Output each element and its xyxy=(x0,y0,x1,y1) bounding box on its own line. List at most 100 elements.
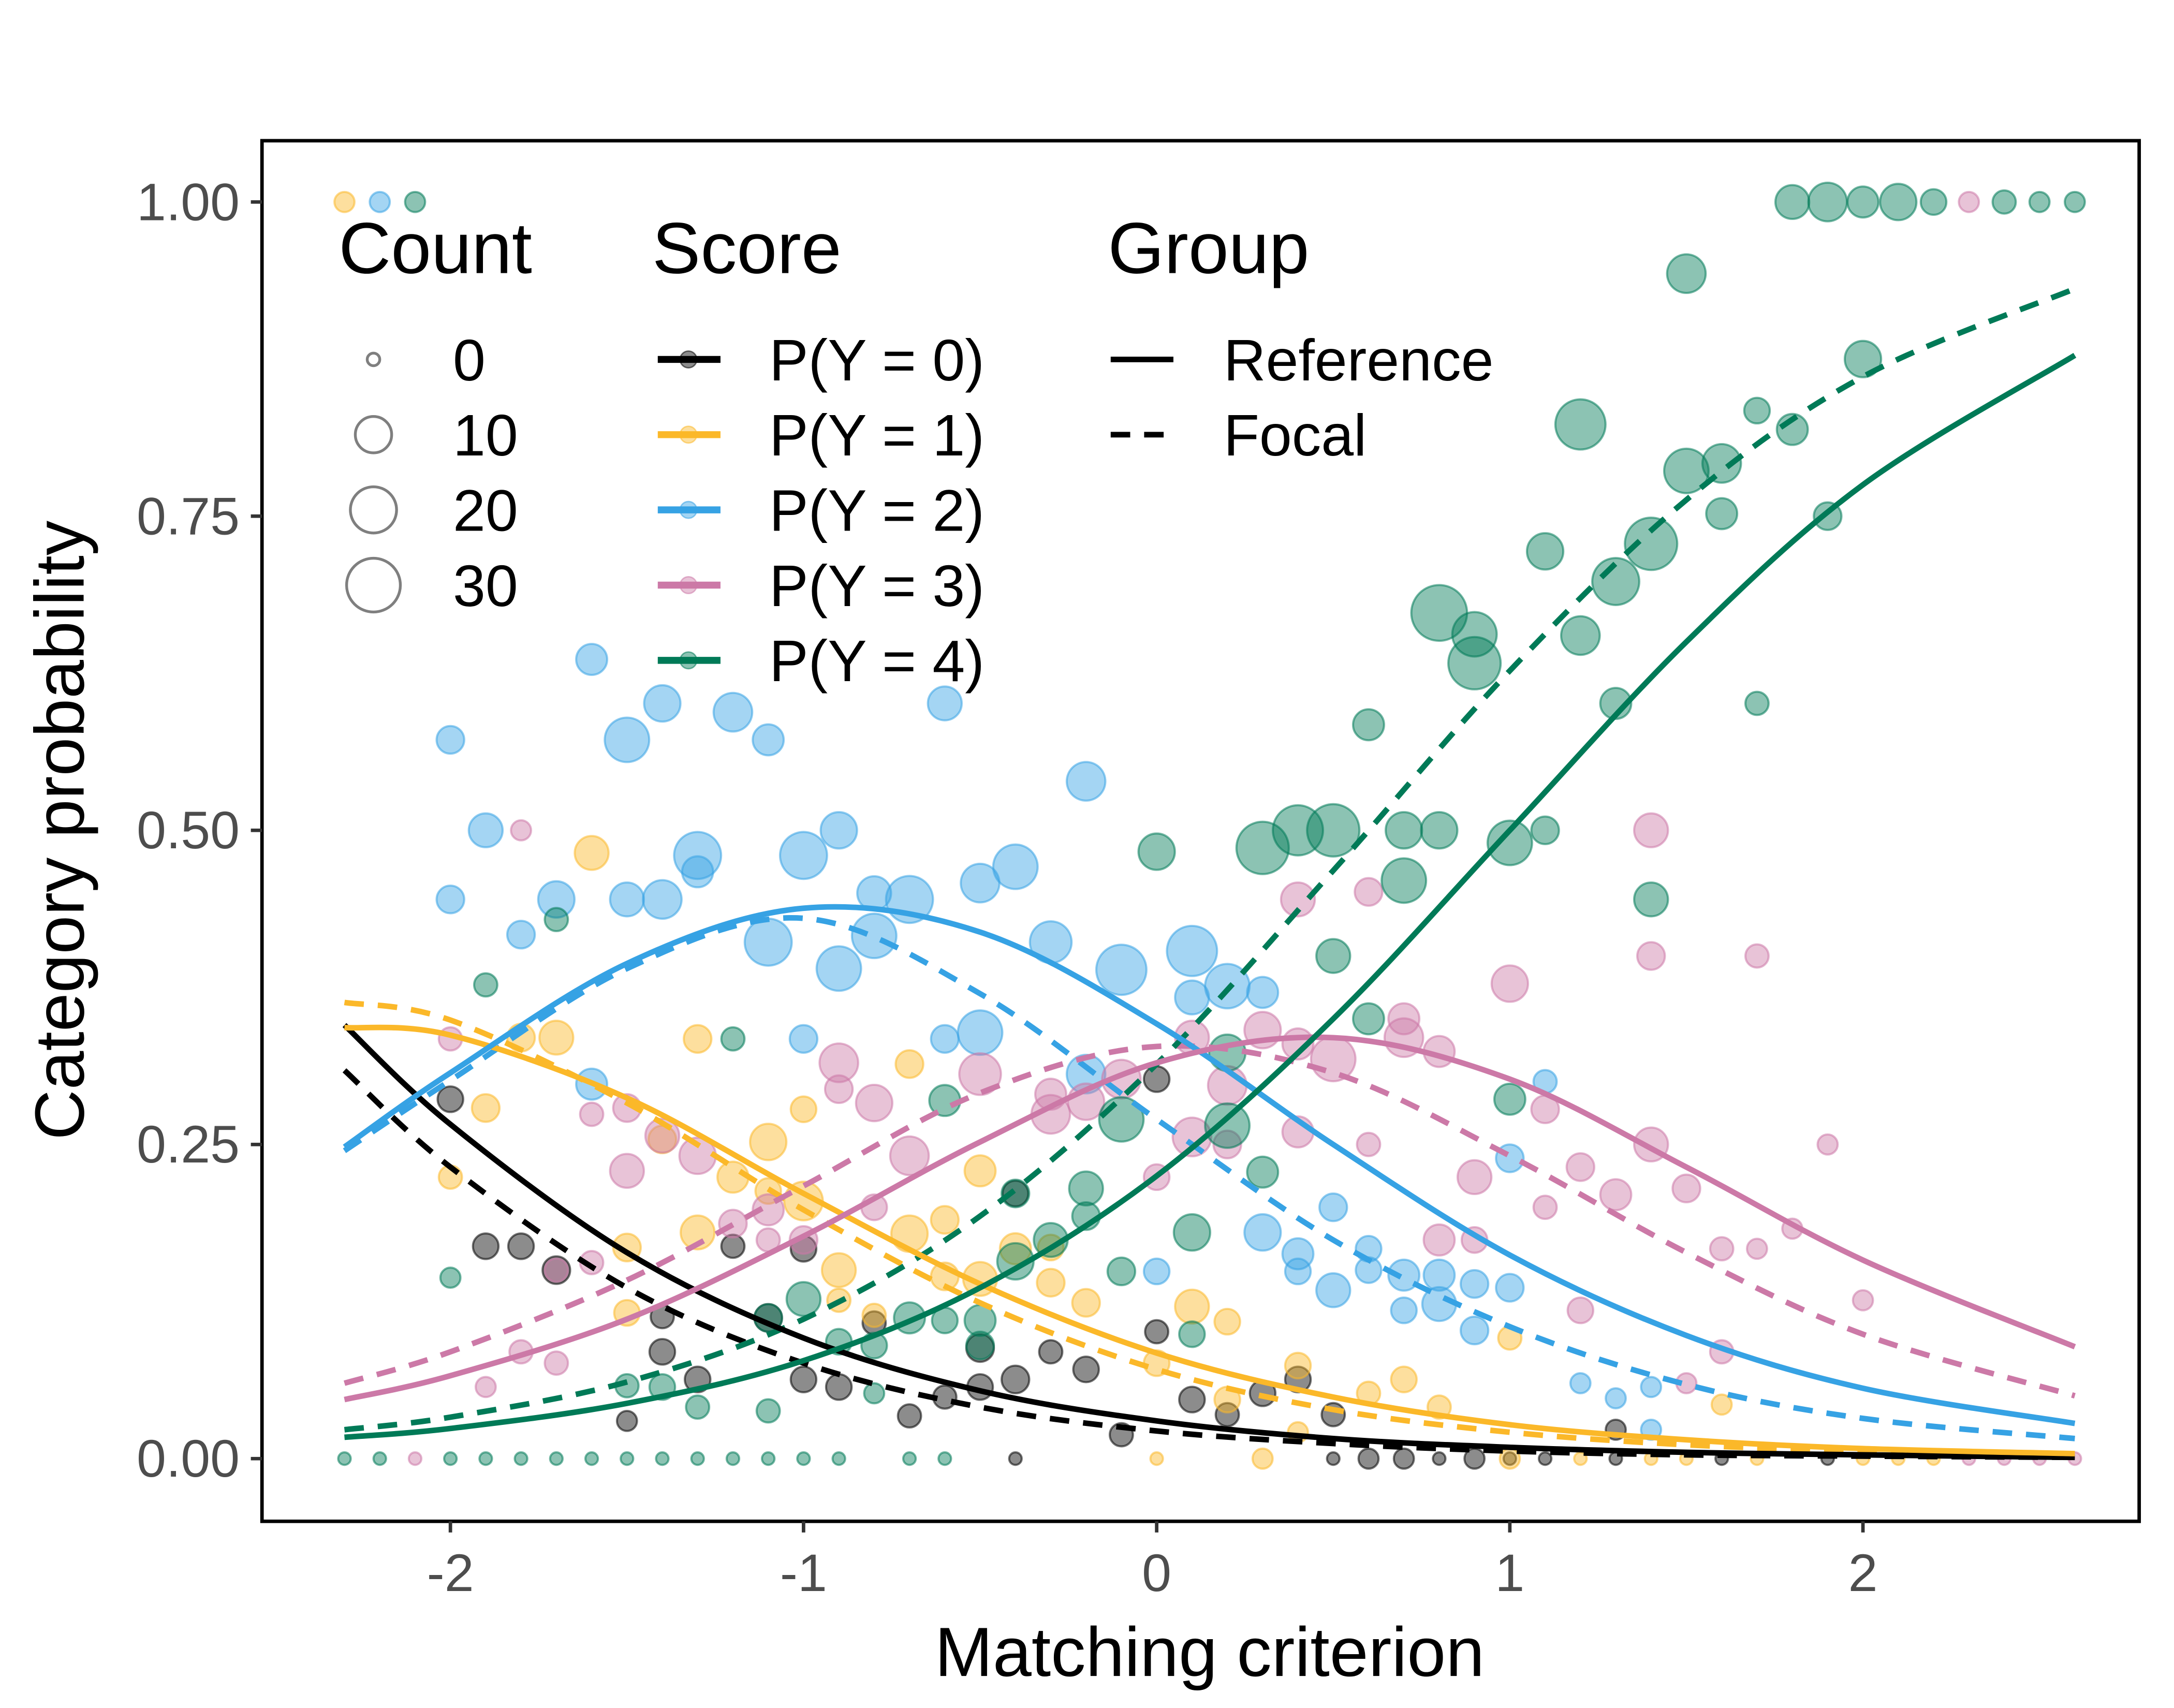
legend-score-point xyxy=(679,350,698,369)
x-tick-label: -1 xyxy=(780,1543,827,1602)
point-score-3 xyxy=(544,1257,569,1283)
point-score-0 xyxy=(472,1232,500,1260)
point-score-3 xyxy=(1171,1116,1213,1157)
point-score-0 xyxy=(1178,1386,1206,1413)
legend-score-label: P(Y = 4) xyxy=(769,628,985,694)
point-score-2 xyxy=(1065,761,1107,802)
point-score-1 xyxy=(1251,1447,1274,1470)
point-score-0 xyxy=(720,1233,746,1259)
legend-count-label: 20 xyxy=(453,478,518,543)
point-score-4 xyxy=(785,1281,822,1317)
legend-group-title: Group xyxy=(1108,208,1309,289)
point-score-4 xyxy=(863,1382,886,1405)
point-score-2 xyxy=(1095,944,1148,996)
point-score-2 xyxy=(1390,1296,1418,1324)
point-score-4 xyxy=(725,1451,741,1466)
point-score-2 xyxy=(467,812,504,848)
curve-reference-score-0 xyxy=(342,1023,2075,1461)
point-score-4 xyxy=(1420,811,1459,850)
point-score-3 xyxy=(1356,1131,1382,1157)
point-score-4 xyxy=(1633,881,1669,918)
y-tick-label: 0.25 xyxy=(137,1114,240,1174)
point-score-4 xyxy=(761,1451,776,1466)
point-score-4 xyxy=(1493,1082,1526,1116)
point-score-4 xyxy=(549,1451,564,1466)
point-score-0 xyxy=(648,1338,677,1366)
point-score-4 xyxy=(1530,815,1560,845)
point-score-4 xyxy=(473,972,498,998)
point-score-1 xyxy=(1149,1451,1164,1466)
point-score-4 xyxy=(655,1451,670,1466)
legend-count-key xyxy=(365,351,381,367)
point-score-4 xyxy=(1486,819,1533,866)
x-tick-label: 2 xyxy=(1848,1543,1878,1602)
point-score-3 xyxy=(855,1083,893,1123)
y-axis-title: Category probability xyxy=(21,520,99,1140)
point-score-4 xyxy=(620,1451,635,1466)
point-score-2 xyxy=(1142,1257,1171,1286)
point-score-1 xyxy=(820,1252,857,1288)
point-score-2 xyxy=(537,880,576,919)
point-score-2 xyxy=(643,684,682,723)
curve-reference-score-2 xyxy=(343,904,2076,1426)
point-score-2 xyxy=(435,725,465,755)
legend-group: Reference Focal xyxy=(1110,328,1493,468)
point-score-3 xyxy=(1456,1159,1493,1196)
y-tick-label: 1.00 xyxy=(137,172,240,231)
point-score-4 xyxy=(690,1451,705,1466)
point-score-3 xyxy=(1746,1238,1768,1260)
point-score-4 xyxy=(1624,517,1679,571)
point-score-1 xyxy=(1174,1288,1210,1325)
point-score-0 xyxy=(789,1365,818,1393)
point-score-0 xyxy=(615,1409,638,1432)
point-score-3 xyxy=(579,1101,605,1127)
point-score-4 xyxy=(1560,615,1601,656)
x-tick-label: 0 xyxy=(1142,1543,1171,1602)
point-score-2 xyxy=(1387,1258,1421,1292)
point-score-2 xyxy=(1605,1387,1627,1410)
point-score-4 xyxy=(584,1451,599,1466)
point-score-1 xyxy=(538,1020,575,1056)
point-score-1 xyxy=(1390,1365,1418,1393)
point-score-2 xyxy=(1315,1272,1352,1308)
point-score-2 xyxy=(369,190,391,213)
point-score-1 xyxy=(1036,1268,1066,1298)
point-score-3 xyxy=(1280,881,1316,918)
point-score-2 xyxy=(1459,1269,1490,1299)
point-score-4 xyxy=(544,907,569,933)
point-score-3 xyxy=(824,1074,854,1105)
point-score-0 xyxy=(1537,1451,1553,1466)
legend-score-label: P(Y = 1) xyxy=(769,403,985,468)
point-score-0 xyxy=(541,1255,571,1285)
point-score-4 xyxy=(685,1394,711,1420)
point-score-1 xyxy=(1284,1351,1312,1380)
point-score-3 xyxy=(1636,941,1666,971)
point-score-1 xyxy=(890,1214,929,1253)
point-score-4 xyxy=(1843,340,1883,378)
point-score-1 xyxy=(1710,1393,1733,1416)
point-score-2 xyxy=(435,885,465,915)
x-axis: -2 -1 0 1 2 xyxy=(427,1521,1878,1602)
point-score-4 xyxy=(1068,1170,1104,1206)
legend-count-label: 0 xyxy=(453,328,486,393)
point-score-1 xyxy=(789,1095,818,1123)
point-score-4 xyxy=(1106,1256,1137,1287)
point-score-4 xyxy=(443,1451,458,1466)
point-score-2 xyxy=(1569,1372,1592,1394)
point-score-4 xyxy=(1204,1102,1251,1149)
point-score-1 xyxy=(861,1303,887,1328)
point-score-2 xyxy=(1495,1273,1525,1303)
point-score-3 xyxy=(1671,1173,1701,1203)
point-score-3 xyxy=(889,1135,930,1176)
legend: Count Score Group 0 10 20 30 P(Y = 0) P(… xyxy=(339,208,1493,694)
point-score-4 xyxy=(755,1398,781,1424)
point-score-4 xyxy=(902,1451,917,1466)
point-score-2 xyxy=(1459,1315,1490,1346)
legend-score-label: P(Y = 0) xyxy=(769,328,985,393)
point-score-0 xyxy=(1072,1356,1100,1383)
point-score-4 xyxy=(1591,557,1640,606)
point-score-4 xyxy=(1178,1320,1206,1348)
point-score-4 xyxy=(796,1451,811,1466)
point-score-0 xyxy=(1392,1447,1415,1470)
x-tick-label: 1 xyxy=(1495,1543,1524,1602)
